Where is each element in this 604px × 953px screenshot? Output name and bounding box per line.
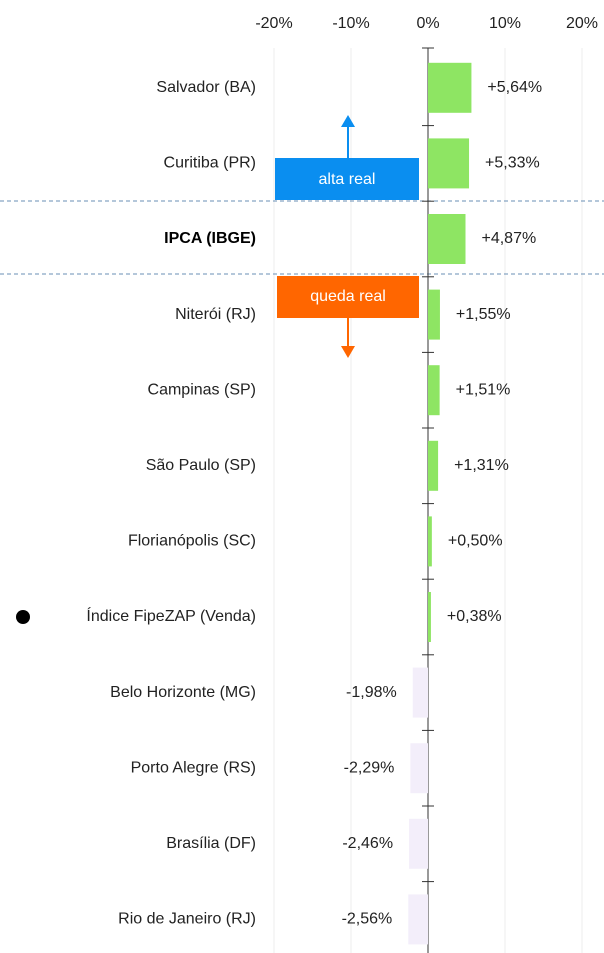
bar bbox=[428, 365, 440, 416]
value-label: +5,33% bbox=[485, 155, 540, 172]
annotation-label: alta real bbox=[319, 171, 376, 188]
marker-dot bbox=[16, 610, 30, 624]
bar bbox=[428, 516, 432, 567]
x-tick-label: -20% bbox=[255, 15, 292, 32]
category-label: Índice FipeZAP (Venda) bbox=[86, 606, 256, 625]
bar bbox=[410, 743, 428, 794]
annotation-label: queda real bbox=[310, 288, 386, 305]
bar bbox=[408, 894, 428, 945]
bar bbox=[428, 440, 439, 491]
bar bbox=[428, 592, 431, 642]
x-tick-label: -10% bbox=[332, 15, 369, 32]
value-label: +1,31% bbox=[454, 457, 509, 474]
value-label: -1,98% bbox=[346, 684, 397, 701]
category-label: São Paulo (SP) bbox=[146, 457, 256, 474]
category-label: Rio de Janeiro (RJ) bbox=[118, 911, 256, 928]
category-label: Campinas (SP) bbox=[148, 381, 256, 398]
value-label: -2,46% bbox=[342, 835, 393, 852]
bar bbox=[428, 138, 470, 189]
value-label: +5,64% bbox=[487, 79, 542, 96]
value-label: +0,50% bbox=[448, 533, 503, 550]
category-label: Salvador (BA) bbox=[156, 79, 256, 96]
x-tick-label: 0% bbox=[416, 15, 439, 32]
bar bbox=[428, 289, 440, 340]
category-label: Florianópolis (SC) bbox=[128, 533, 256, 550]
value-label: -2,29% bbox=[344, 759, 395, 776]
value-label: +0,38% bbox=[447, 608, 502, 625]
category-label: Niterói (RJ) bbox=[175, 306, 256, 323]
value-label: +4,87% bbox=[481, 230, 536, 247]
category-label: Porto Alegre (RS) bbox=[131, 759, 256, 776]
category-label: Curitiba (PR) bbox=[164, 155, 256, 172]
category-label: Belo Horizonte (MG) bbox=[110, 684, 256, 701]
annotation-down: queda real bbox=[277, 276, 419, 358]
bar bbox=[412, 667, 428, 718]
x-tick-label: 20% bbox=[566, 15, 598, 32]
bar bbox=[409, 818, 428, 869]
value-label: +1,55% bbox=[456, 306, 511, 323]
x-tick-label: 10% bbox=[489, 15, 521, 32]
category-label: Brasília (DF) bbox=[166, 835, 256, 852]
value-label: -2,56% bbox=[342, 911, 393, 928]
bar bbox=[428, 214, 466, 264]
value-label: +1,51% bbox=[456, 381, 511, 398]
annotation-up: alta real bbox=[275, 115, 419, 200]
category-label: IPCA (IBGE) bbox=[164, 230, 256, 247]
bar bbox=[428, 62, 472, 113]
